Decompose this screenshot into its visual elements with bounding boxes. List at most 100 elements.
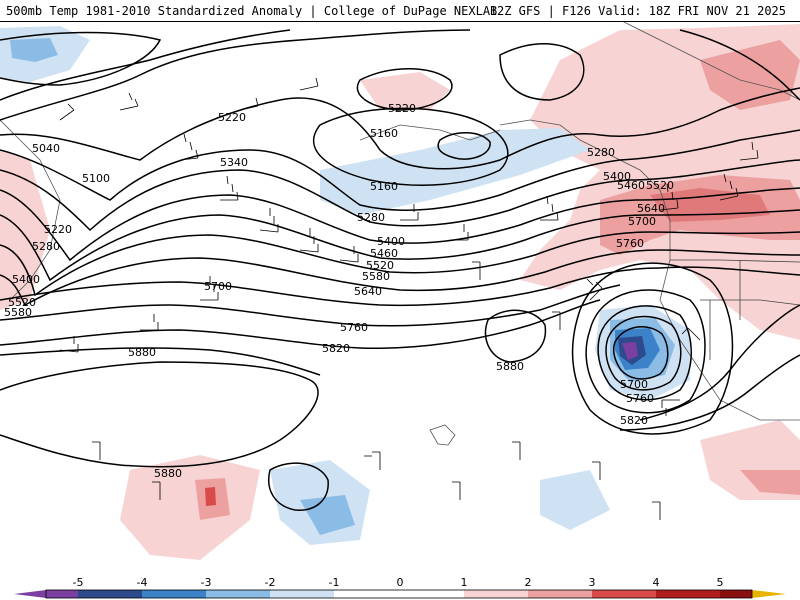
legend-tick-label: 1	[461, 576, 468, 589]
contour-label: 5220	[388, 102, 416, 115]
contour-labels: 5220 5160 5220 5280 5340 5400 5460 5520 …	[4, 102, 674, 480]
anomaly-positive-region	[205, 487, 216, 506]
contour-label: 5640	[637, 202, 665, 215]
height-contour	[0, 87, 800, 170]
anomaly-positive-region	[700, 40, 800, 110]
height-contour	[0, 231, 800, 297]
anomaly-negative-region	[10, 38, 58, 62]
contour-label: 5520	[366, 259, 394, 272]
legend-tick-label: 2	[525, 576, 532, 589]
legend-swatch	[592, 590, 656, 598]
height-contour	[659, 266, 800, 276]
contour-label: 5760	[626, 392, 654, 405]
contour-label: 5580	[4, 306, 32, 319]
height-contour	[639, 304, 800, 421]
height-contour	[0, 347, 321, 376]
contour-label: 5160	[370, 180, 398, 193]
legend-swatch	[46, 590, 78, 598]
legend-swatch	[270, 590, 334, 598]
height-contour	[499, 43, 585, 101]
legend-tick-labels: -5 -4 -3 -2 -1 0 1 2 3 4 5	[73, 576, 724, 589]
height-contour	[0, 361, 319, 468]
legend-tick-label: -2	[265, 576, 276, 589]
contour-label: 5700	[628, 215, 656, 228]
legend-tick-label: -3	[201, 576, 212, 589]
contour-label: 5280	[32, 240, 60, 253]
height-contour	[0, 249, 800, 307]
contour-label: 5640	[354, 285, 382, 298]
legend-swatch	[334, 590, 464, 598]
height-contour	[356, 68, 453, 111]
anomaly-positive-region	[740, 470, 800, 495]
contour-label: 5700	[620, 378, 648, 391]
legend-swatches	[14, 589, 786, 599]
legend-arrow-low	[14, 590, 46, 598]
legend-tick-label: -4	[137, 576, 148, 589]
height-contour	[0, 31, 162, 86]
height-contour	[0, 267, 661, 307]
contour-label: 5880	[154, 467, 182, 480]
contour-label: 5580	[362, 270, 390, 283]
legend-swatch	[78, 590, 142, 598]
height-contour	[0, 299, 601, 349]
legend-swatch	[528, 590, 592, 598]
contour-label: 5400	[12, 273, 40, 286]
contour-label: 5040	[32, 142, 60, 155]
anomaly-legend: -5 -4 -3 -2 -1 0 1 2 3 4 5	[0, 574, 800, 600]
contour-label: 5820	[620, 414, 648, 427]
contour-label: 5220	[44, 223, 72, 236]
height-contour	[0, 284, 621, 327]
height-contour	[0, 29, 471, 121]
legend-swatch	[142, 590, 206, 598]
legend-tick-label: -1	[329, 576, 340, 589]
legend-arrow-high	[752, 590, 786, 598]
height-contour	[313, 107, 509, 186]
height-contour	[0, 187, 800, 262]
contour-label: 5400	[377, 235, 405, 248]
legend-swatch	[206, 590, 270, 598]
contour-label: 5520	[646, 179, 674, 192]
height-contour	[0, 129, 800, 211]
contour-label: 5340	[220, 156, 248, 169]
map-canvas: 5220 5160 5220 5280 5340 5400 5460 5520 …	[0, 22, 800, 560]
legend-swatch	[720, 590, 752, 598]
contour-label: 5880	[128, 346, 156, 359]
contour-label: 5100	[82, 172, 110, 185]
contour-label: 5160	[370, 127, 398, 140]
height-contour	[0, 159, 800, 232]
height-contours	[0, 29, 800, 511]
contour-label: 5760	[616, 237, 644, 250]
anomaly-negative-region	[622, 342, 638, 360]
legend-outline	[45, 589, 753, 599]
height-contour	[484, 309, 547, 363]
height-contour	[597, 305, 692, 401]
legend-colorbar: -5 -4 -3 -2 -1 0 1 2 3 4 5	[14, 576, 786, 599]
legend-tick-label: 3	[589, 576, 596, 589]
contour-label: 5880	[496, 360, 524, 373]
legend-tick-label: 5	[717, 576, 724, 589]
legend-swatch	[656, 590, 720, 598]
wind-barbs	[59, 77, 759, 520]
height-contour	[585, 289, 706, 414]
anomaly-positive-region	[120, 455, 260, 560]
legend-tick-label: 4	[653, 576, 660, 589]
height-contour	[437, 132, 491, 160]
run-valid-time: 12Z GFS | F126 Valid: 18Z FRI NOV 21 202…	[489, 4, 786, 18]
anomaly-positive-region	[360, 72, 450, 110]
contour-label: 5760	[340, 321, 368, 334]
anomaly-negative-region	[540, 470, 610, 530]
contour-label: 5280	[357, 211, 385, 224]
legend-tick-label: 0	[397, 576, 404, 589]
anomaly-negative-region	[300, 495, 355, 535]
contour-label: 5820	[322, 342, 350, 355]
contour-label: 5700	[204, 280, 232, 293]
contour-label: 5220	[218, 111, 246, 124]
map-title: 500mb Temp 1981-2010 Standardized Anomal…	[6, 4, 498, 18]
height-contour	[619, 354, 800, 431]
height-contour	[605, 315, 682, 391]
height-contour	[268, 462, 329, 511]
height-contour	[0, 209, 800, 282]
contour-label: 5280	[587, 146, 615, 159]
contour-label: 5400	[603, 170, 631, 183]
